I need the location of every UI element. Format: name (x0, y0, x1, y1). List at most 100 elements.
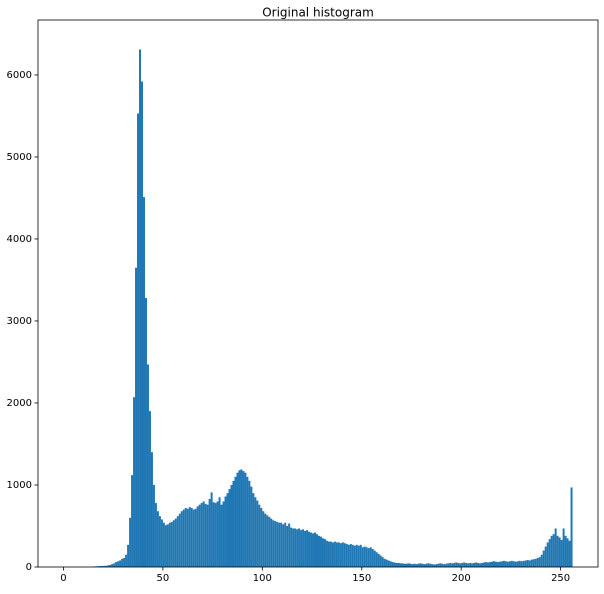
x-tick-label: 150 (352, 573, 371, 584)
bar (211, 492, 213, 567)
bar (451, 563, 453, 567)
bar (549, 539, 551, 567)
bar (338, 542, 340, 567)
bar (306, 530, 308, 567)
y-tick-label: 6000 (7, 70, 32, 81)
bar (282, 524, 284, 567)
bar (270, 519, 272, 567)
bar (523, 561, 525, 567)
bar (201, 503, 203, 567)
bar (481, 563, 483, 567)
bar (565, 536, 567, 567)
bar (145, 298, 147, 567)
bar (117, 561, 119, 567)
bar (300, 530, 302, 567)
bar (302, 529, 304, 567)
bar (229, 489, 231, 567)
bar (553, 534, 555, 567)
bar (443, 564, 445, 567)
bar (541, 555, 543, 567)
bar (479, 563, 481, 567)
bar (163, 523, 165, 567)
bar (221, 505, 223, 567)
bar (402, 563, 404, 567)
bar (411, 564, 413, 567)
bar (529, 560, 531, 567)
bar (457, 563, 459, 567)
bar (225, 496, 227, 567)
bar (236, 473, 238, 567)
bar (400, 563, 402, 567)
bar (507, 562, 509, 567)
bar (141, 82, 143, 567)
bar (348, 545, 350, 567)
bar (499, 562, 501, 567)
bar (292, 528, 294, 567)
bar (571, 487, 573, 567)
bar (404, 564, 406, 567)
bar (368, 548, 370, 567)
bar (477, 563, 479, 567)
bar (155, 503, 157, 567)
bar (296, 529, 298, 567)
bar (525, 560, 527, 567)
bar (121, 559, 123, 567)
bar (185, 508, 187, 567)
bar (227, 493, 229, 567)
bar (539, 557, 541, 567)
bar (286, 526, 288, 567)
bar (248, 481, 250, 567)
bar (127, 545, 129, 567)
bar (419, 563, 421, 567)
bar (358, 546, 360, 567)
bar (372, 549, 374, 567)
bar (471, 563, 473, 567)
bar (417, 564, 419, 567)
bar (254, 497, 256, 567)
bar (511, 561, 513, 567)
bar (203, 501, 205, 567)
bar (509, 561, 511, 567)
bar (388, 560, 390, 567)
bar (485, 562, 487, 567)
bar (179, 514, 181, 567)
bar (483, 562, 485, 567)
bar (431, 564, 433, 567)
bar (513, 561, 515, 567)
bar (266, 515, 268, 567)
axes-frame (38, 20, 598, 567)
bar (445, 564, 447, 567)
bar (495, 562, 497, 567)
bar (533, 559, 535, 567)
bar (547, 542, 549, 567)
bar (527, 560, 529, 567)
bar (149, 411, 151, 567)
bar (213, 502, 215, 567)
bar (569, 541, 571, 567)
bar (415, 564, 417, 567)
bar (469, 563, 471, 567)
bar (151, 452, 153, 567)
bar (455, 562, 457, 567)
bar (487, 562, 489, 567)
bar (304, 531, 306, 567)
bar (264, 514, 266, 567)
bar (392, 562, 394, 567)
bar (294, 528, 296, 567)
bar (195, 509, 197, 567)
bar (559, 537, 561, 567)
bar (187, 509, 189, 567)
bar (316, 534, 318, 567)
bar (378, 554, 380, 567)
bar (147, 364, 149, 567)
bar (115, 562, 117, 567)
bar (396, 563, 398, 567)
bar (310, 533, 312, 567)
bar (258, 505, 260, 567)
bar (199, 505, 201, 567)
bar (423, 564, 425, 567)
bar (260, 508, 262, 567)
bar (193, 510, 195, 567)
bar (354, 546, 356, 567)
